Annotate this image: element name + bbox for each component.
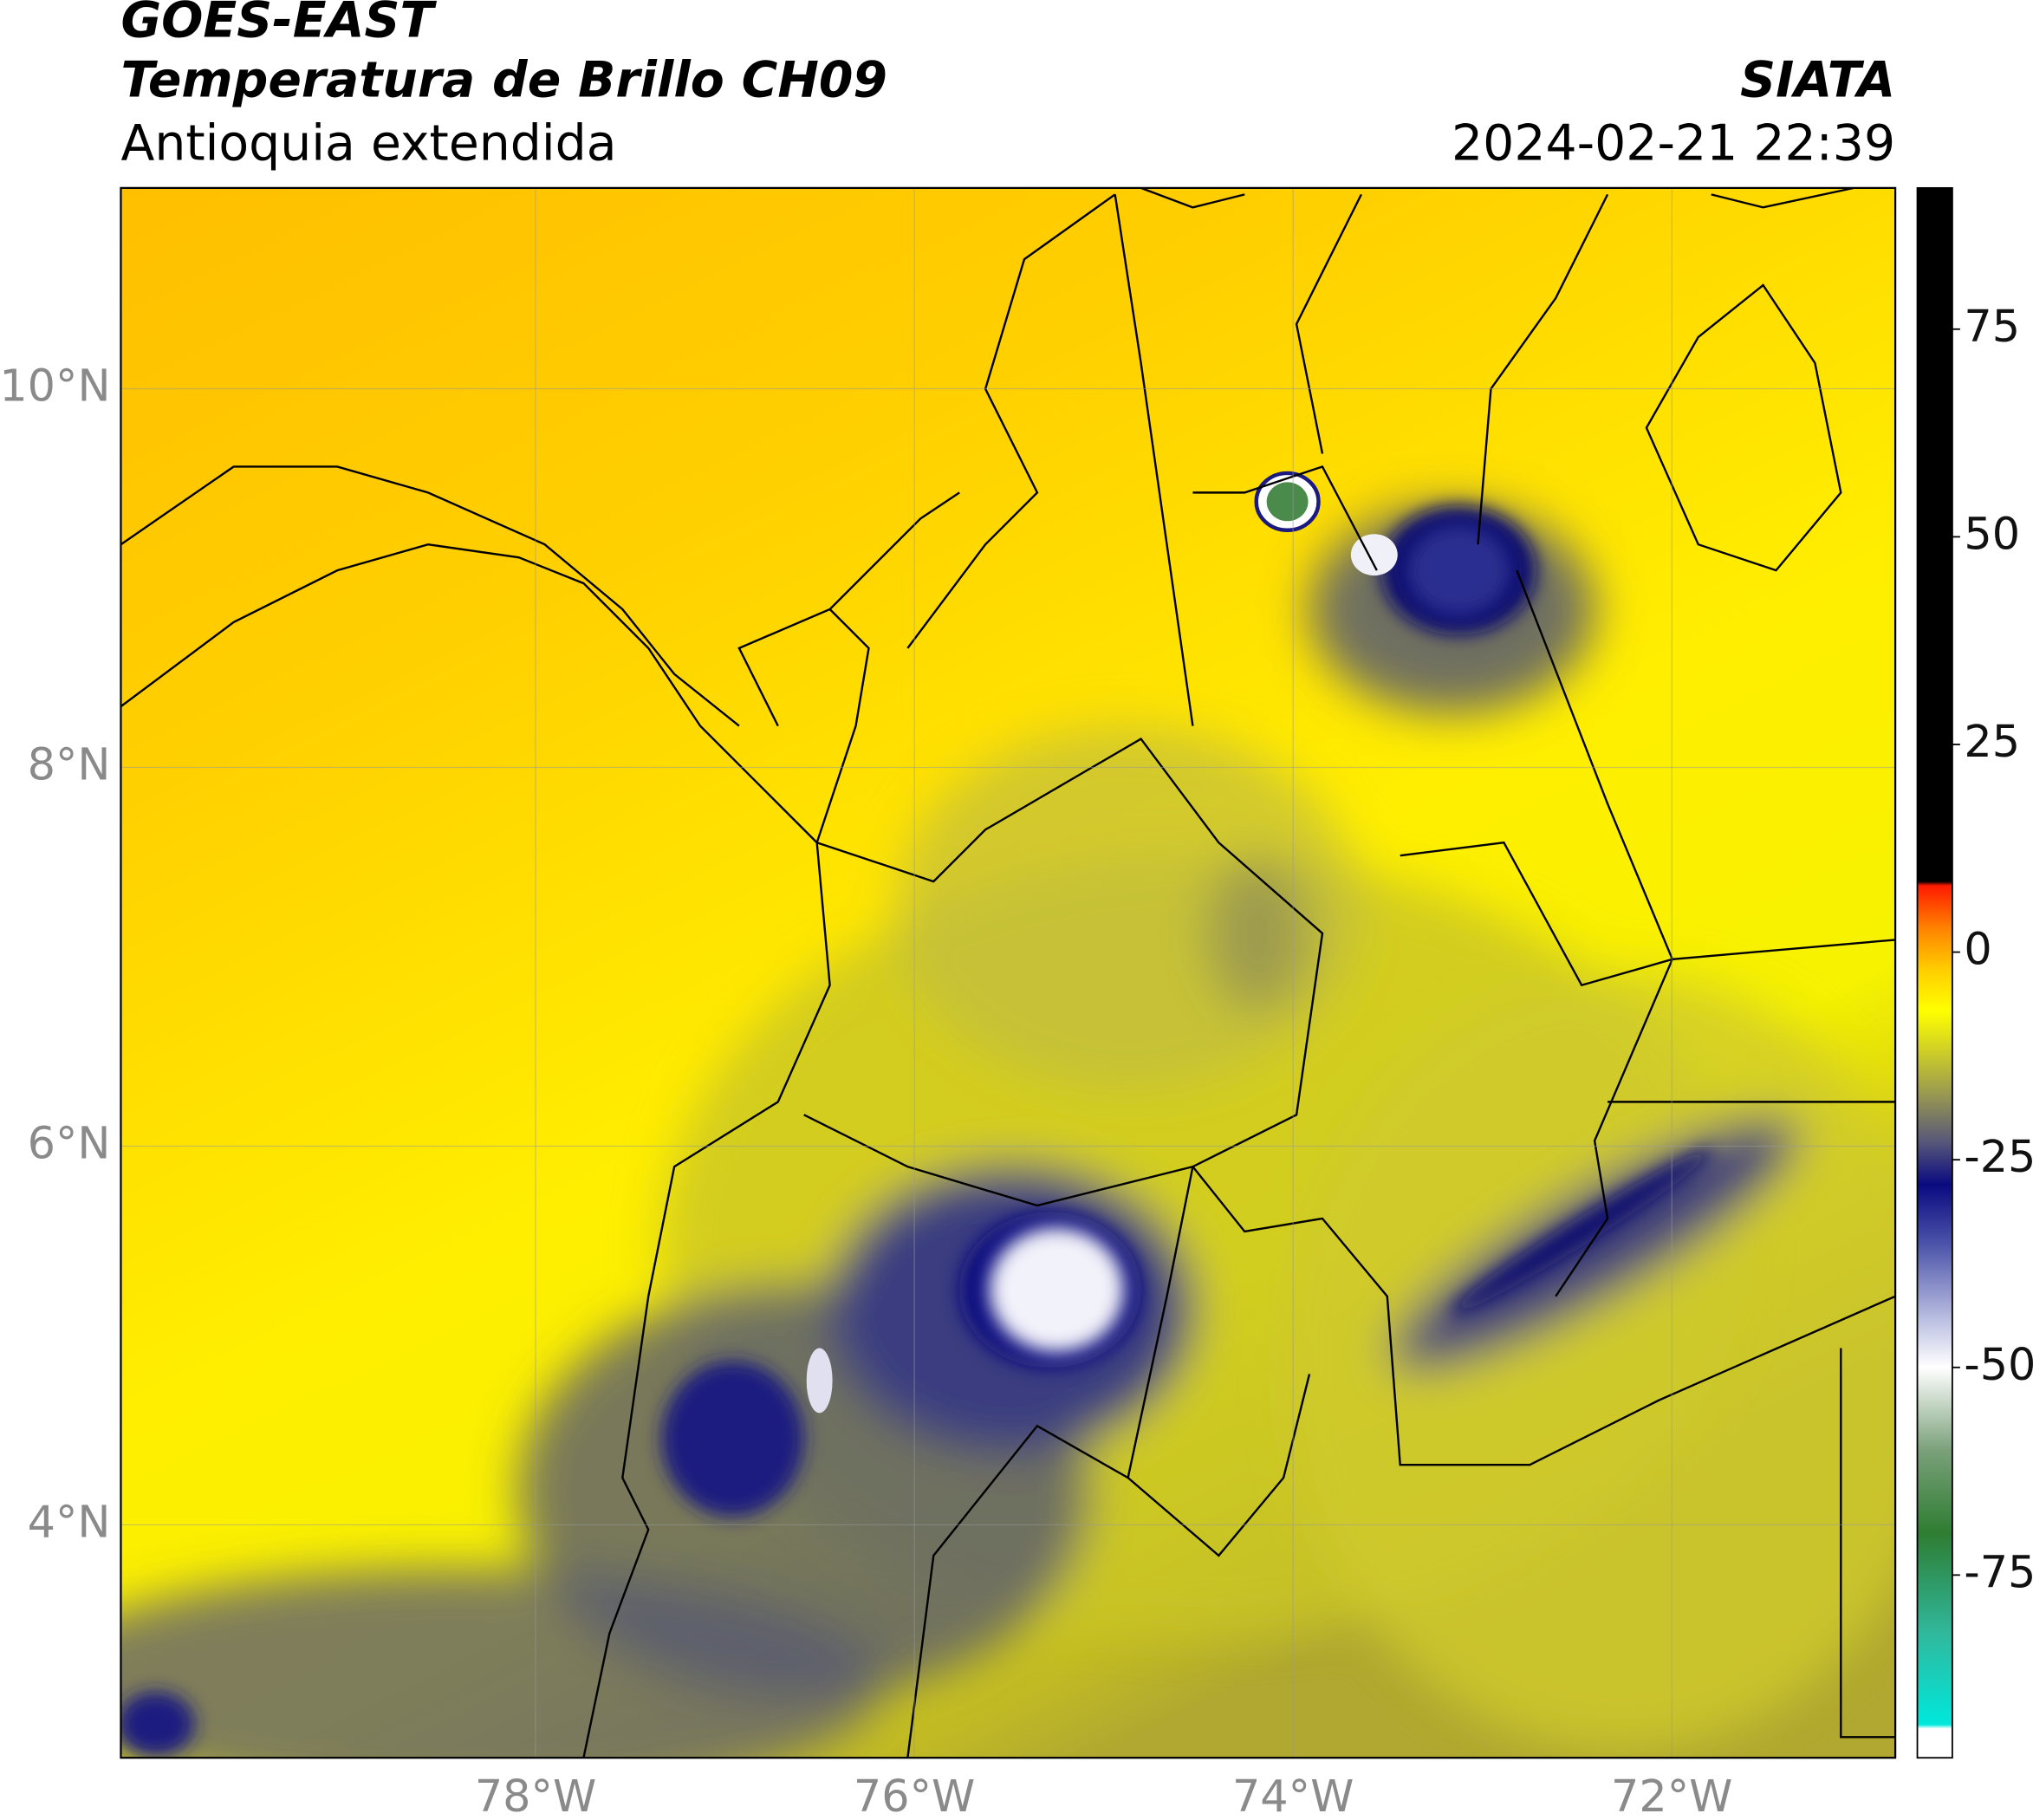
colorbar-tick-label: 25 <box>1964 716 2020 767</box>
colorbar-tick-label: 0 <box>1964 924 1991 975</box>
x-tick-label: 74°W <box>1232 1771 1354 1820</box>
colorbar <box>1916 186 1953 1759</box>
region: Antioquia extendida <box>120 115 616 172</box>
y-tick-label: 8°N <box>28 738 111 790</box>
map-frame <box>120 186 1897 1759</box>
x-tick-label: 78°W <box>475 1771 596 1820</box>
grid <box>120 187 1896 1758</box>
colorbar-tick-label: -75 <box>1964 1546 2033 1597</box>
colorbar-tick-label: 75 <box>1964 301 2020 352</box>
y-tick-label: 10°N <box>0 360 110 411</box>
colorbar-tick-label: 50 <box>1964 508 2020 559</box>
colorbar-tick-label: -50 <box>1964 1339 2033 1390</box>
map-field <box>120 187 1896 1758</box>
subtitle: Temperatura de Brillo CH09 <box>120 51 887 108</box>
x-tick-label: 72°W <box>1611 1771 1732 1820</box>
x-tick-label: 76°W <box>854 1771 975 1820</box>
datetime: 2024-02-21 22:39 <box>1452 115 1895 172</box>
title: GOES-EAST <box>120 0 437 49</box>
source: SIATA <box>1740 51 1895 108</box>
colorbar-tick-label: -25 <box>1964 1131 2033 1182</box>
y-tick-label: 4°N <box>28 1496 111 1547</box>
y-tick-label: 6°N <box>28 1117 111 1168</box>
